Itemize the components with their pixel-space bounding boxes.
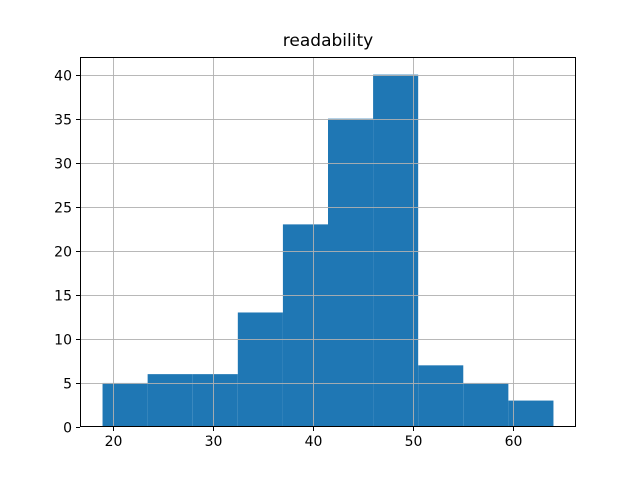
chart-title: readability: [282, 31, 374, 51]
x-tick-label: 30: [205, 434, 223, 450]
histogram-bar-2: [192, 374, 238, 427]
y-tick-label: 20: [54, 245, 72, 261]
histogram-bar-5: [328, 118, 374, 428]
x-tick-label: 60: [505, 434, 523, 450]
y-tick-label: 25: [54, 201, 72, 217]
y-tick-label: 5: [63, 377, 72, 393]
histogram-bar-1: [147, 374, 193, 427]
histogram-bar-7: [418, 365, 464, 427]
x-tick-label: 50: [405, 434, 423, 450]
x-tick-label: 40: [305, 434, 323, 450]
y-tick-label: 15: [54, 289, 72, 305]
y-tick-label: 0: [63, 421, 72, 437]
y-tick-label: 40: [54, 69, 72, 85]
y-tick-label: 10: [54, 333, 72, 349]
histogram-bar-8: [463, 382, 509, 427]
histogram-bar-0: [102, 382, 148, 427]
y-tick-label: 30: [54, 157, 72, 173]
x-tick-label: 20: [105, 434, 123, 450]
histogram-bar-9: [508, 400, 554, 427]
axes-frame: [80, 57, 576, 427]
histogram-bar-4: [282, 224, 328, 427]
histogram-bar-6: [373, 74, 419, 427]
histogram-bar-3: [237, 312, 283, 427]
y-tick-label: 35: [54, 113, 72, 129]
